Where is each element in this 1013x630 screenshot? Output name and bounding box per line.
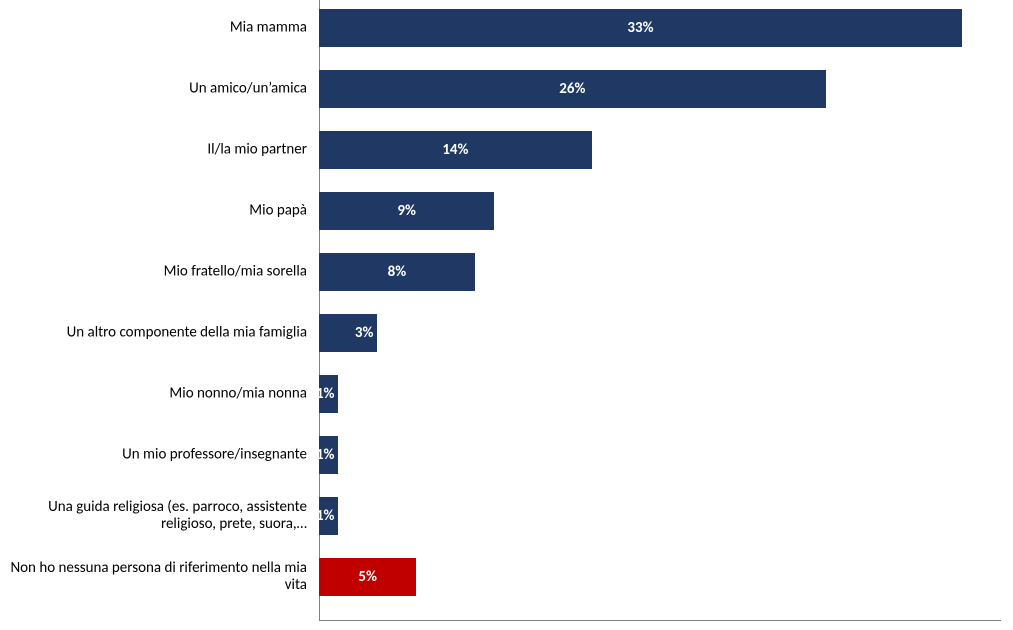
category-label: Una guida religiosa (es. parroco, assist… [0,499,313,534]
bar-track: 3% [319,314,377,352]
value-label: 14% [442,141,468,159]
bar-track: 5% [319,558,416,596]
x-axis-line [319,620,1001,621]
bar: 1% [319,497,338,535]
category-label: Mio papà [0,202,313,219]
value-label: 5% [358,568,377,586]
bar: 14% [319,131,592,169]
bar-track: 1% [319,375,338,413]
value-label: 3% [355,324,374,342]
value-label: 33% [627,19,653,37]
bar-track: 9% [319,192,494,230]
category-label: Un mio professore/insegnante [0,446,313,463]
bar: 3% [319,314,377,352]
bar-track: 8% [319,253,475,291]
value-label: 26% [559,80,585,98]
bar-track: 1% [319,497,338,535]
category-label: Mio nonno/mia nonna [0,385,313,402]
category-label: Non ho nessuna persona di riferimento ne… [0,560,313,595]
value-label: 1% [316,385,335,403]
category-label: Mio fratello/mia sorella [0,263,313,280]
bar: 9% [319,192,494,230]
horizontal-bar-chart: Mia mamma 33% Un amico/un’amica 26% Il/la mi… [0,0,1013,630]
bar: 1% [319,375,338,413]
category-label: Mia mamma [0,19,313,36]
bar-track: 1% [319,436,338,474]
value-label: 1% [316,507,335,525]
bar: 33% [319,9,962,47]
bar: 26% [319,70,826,108]
category-label: Un altro componente della mia famiglia [0,324,313,341]
bar-track: 33% [319,9,962,47]
category-label: Un amico/un’amica [0,80,313,97]
category-label: Il/la mio partner [0,141,313,158]
bar: 1% [319,436,338,474]
bar: 5% [319,558,416,596]
value-label: 8% [388,263,407,281]
bar: 8% [319,253,475,291]
value-label: 1% [316,446,335,464]
value-label: 9% [397,202,416,220]
bar-track: 14% [319,131,592,169]
bar-track: 26% [319,70,826,108]
